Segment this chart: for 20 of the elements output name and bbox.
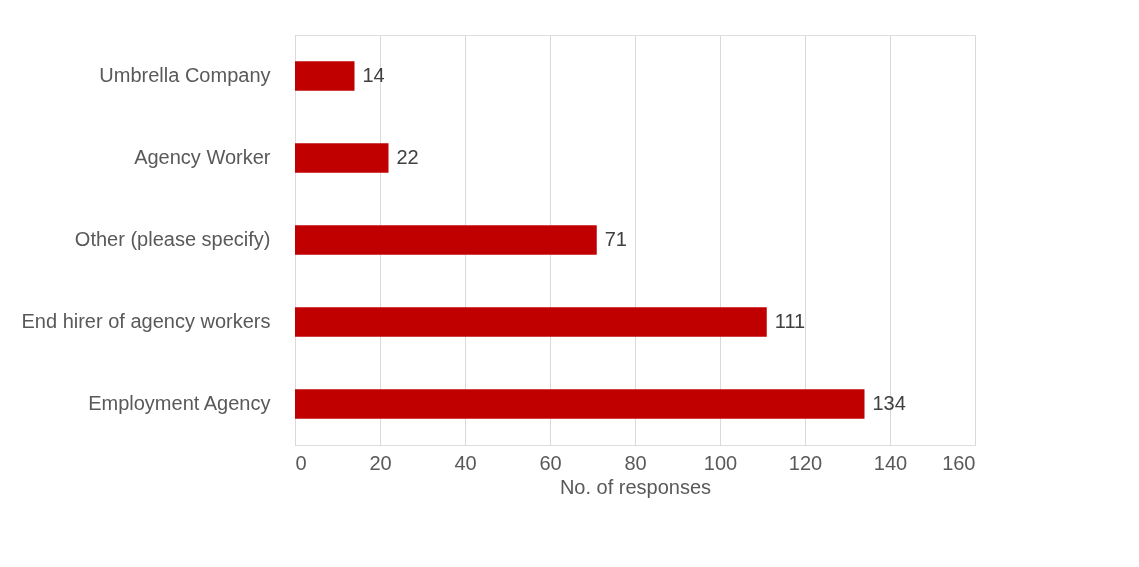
x-tick-label: 20 bbox=[369, 451, 392, 474]
data-label: 22 bbox=[396, 146, 419, 168]
x-tick-label: 100 bbox=[703, 451, 738, 474]
x-tick-label: 40 bbox=[454, 451, 477, 474]
x-tick-label: 60 bbox=[539, 451, 562, 474]
x-axis-title: No. of responses bbox=[559, 475, 712, 498]
data-label: 71 bbox=[604, 228, 627, 250]
data-label: 14 bbox=[362, 64, 385, 86]
data-label: 134 bbox=[872, 392, 906, 414]
x-tick-label: 160 bbox=[942, 451, 976, 474]
y-tick-label: End hirer of agency workers bbox=[21, 310, 271, 332]
data-label: 111 bbox=[774, 310, 806, 332]
x-tick-label: 0 bbox=[295, 451, 307, 474]
y-tick-label: Umbrella Company bbox=[99, 64, 271, 86]
x-tick-label: 120 bbox=[788, 451, 823, 474]
y-tick-label: Other (please specify) bbox=[74, 228, 271, 250]
y-tick-label: Employment Agency bbox=[88, 392, 271, 414]
x-tick-label: 80 bbox=[624, 451, 647, 474]
y-tick-label: Agency Worker bbox=[134, 146, 271, 168]
x-tick-label: 140 bbox=[873, 451, 908, 474]
